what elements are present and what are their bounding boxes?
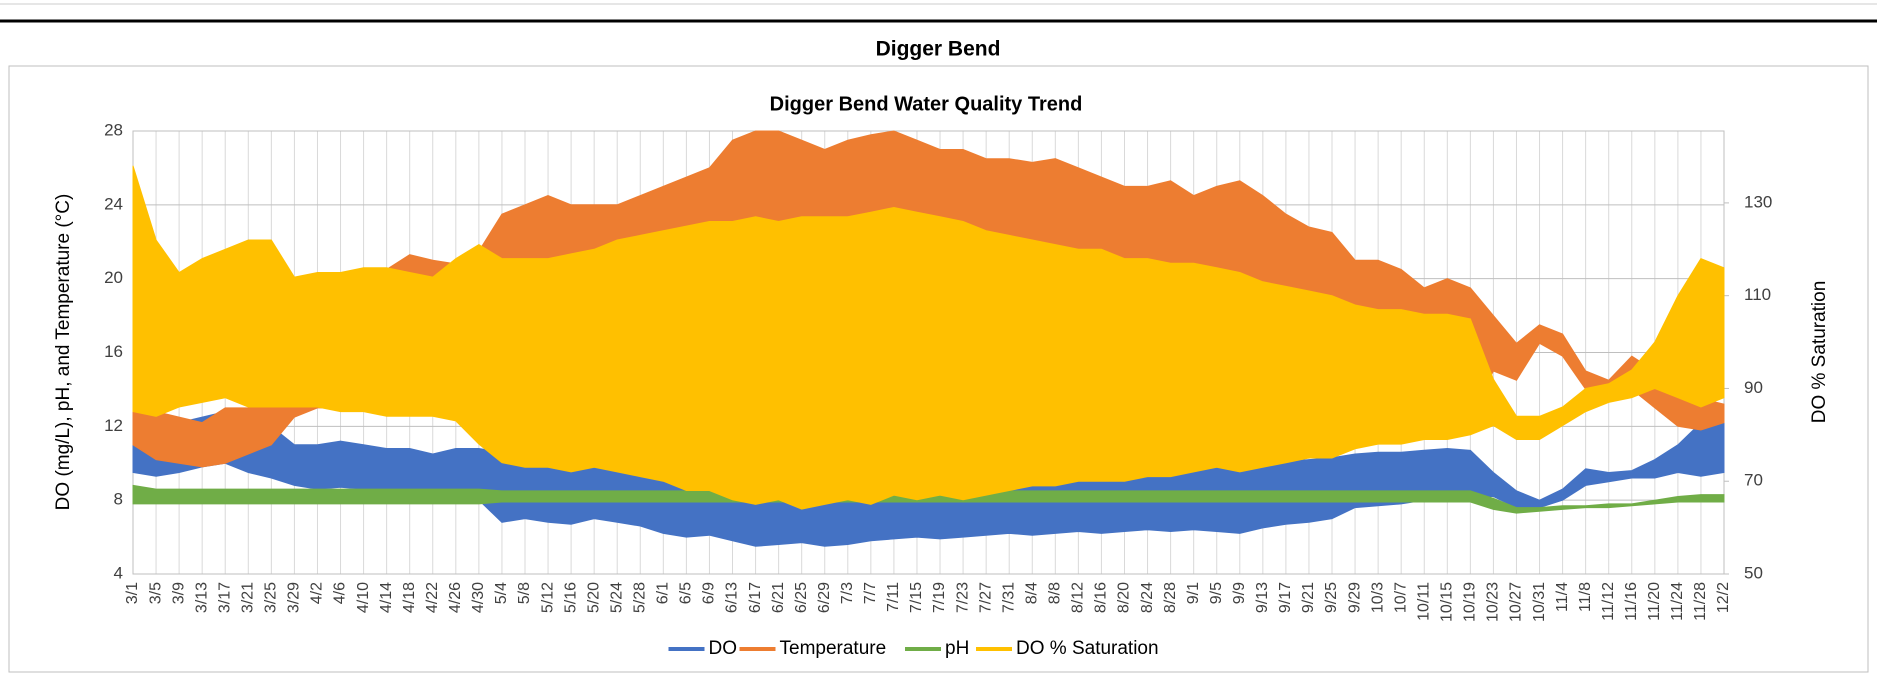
page-title: Digger Bend	[876, 38, 1001, 61]
x-tick-label: 3/13	[193, 582, 210, 613]
x-tick-label: 3/17	[216, 582, 233, 613]
y-axis-label: DO (mg/L), pH, and Temperature (°C)	[53, 194, 74, 511]
x-tick-label: 9/5	[1208, 582, 1225, 604]
x-tick-label: 4/6	[332, 582, 349, 604]
x-tick-label: 11/20	[1646, 582, 1663, 621]
x-tick-label: 4/18	[401, 582, 418, 613]
x-tick-label: 6/25	[793, 582, 810, 613]
x-tick-label: 6/21	[770, 582, 787, 613]
x-tick-label: 11/4	[1554, 582, 1571, 612]
y-tick-label: 28	[104, 120, 123, 139]
series-band	[132, 484, 1725, 514]
x-tick-label: 3/21	[240, 582, 257, 613]
y2-tick-label: 50	[1744, 563, 1763, 582]
x-tick-label: 10/23	[1485, 582, 1502, 622]
x-tick-label: 6/5	[678, 582, 695, 604]
legend-label: pH	[945, 638, 969, 659]
x-tick-label: 5/12	[539, 582, 556, 613]
x-tick-label: 10/11	[1415, 582, 1432, 621]
x-tick-label: 3/9	[170, 582, 187, 604]
x-tick-label: 8/8	[1047, 582, 1064, 604]
x-tick-label: 5/8	[516, 582, 533, 604]
x-tick-label: 5/20	[585, 582, 602, 613]
x-tick-label: 11/16	[1623, 582, 1640, 621]
x-tick-label: 6/1	[655, 582, 672, 604]
y-tick-label: 24	[104, 194, 123, 213]
x-tick-label: 9/13	[1254, 582, 1271, 613]
x-tick-label: 10/27	[1508, 582, 1525, 622]
x-tick-label: 7/3	[839, 582, 856, 604]
x-tick-label: 10/3	[1369, 582, 1386, 613]
y-tick-label: 4	[114, 563, 123, 582]
x-tick-label: 8/12	[1070, 582, 1087, 613]
x-tick-label: 5/24	[608, 582, 625, 613]
x-tick-label: 5/28	[631, 582, 648, 613]
x-tick-label: 11/24	[1669, 582, 1686, 621]
x-tick-label: 11/28	[1692, 582, 1709, 621]
x-tick-label: 7/15	[908, 582, 925, 613]
x-tick-label: 9/17	[1277, 582, 1294, 613]
y2-tick-label: 110	[1744, 285, 1771, 304]
x-tick-label: 12/2	[1715, 582, 1732, 613]
x-tick-label: 8/28	[1162, 582, 1179, 613]
x-tick-label: 8/20	[1116, 582, 1133, 613]
x-tick-label: 6/29	[816, 582, 833, 613]
x-tick-label: 4/30	[470, 582, 487, 613]
legend-label: DO	[709, 638, 738, 659]
x-tick-label: 5/16	[562, 582, 579, 613]
y2-tick-label: 90	[1744, 378, 1763, 397]
x-tick-label: 4/26	[447, 582, 464, 613]
y2-tick-label: 130	[1744, 192, 1772, 211]
x-tick-label: 6/13	[724, 582, 741, 613]
chart-title: Digger Bend Water Quality Trend	[770, 93, 1083, 115]
x-tick-label: 3/5	[147, 582, 164, 604]
x-tick-label: 9/25	[1323, 582, 1340, 613]
x-tick-label: 9/9	[1231, 582, 1248, 604]
chart-frame	[8, 65, 1869, 673]
x-tick-label: 8/16	[1093, 582, 1110, 613]
y-tick-label: 16	[104, 342, 123, 361]
y-tick-label: 12	[104, 416, 123, 435]
legend-label: DO % Saturation	[1016, 638, 1159, 659]
x-tick-label: 7/11	[885, 582, 902, 612]
y2-axis-label: DO % Saturation	[1809, 281, 1830, 424]
x-tick-label: 10/15	[1439, 582, 1456, 622]
x-tick-label: 7/23	[954, 582, 971, 613]
x-tick-label: 3/1	[124, 582, 141, 604]
x-tick-label: 6/17	[747, 582, 764, 613]
y-tick-label: 8	[114, 490, 123, 509]
x-tick-label: 7/31	[1000, 582, 1017, 613]
x-tick-label: 5/4	[493, 582, 510, 604]
x-tick-label: 10/7	[1392, 582, 1409, 613]
x-tick-label: 4/2	[309, 582, 326, 604]
x-tick-label: 7/7	[862, 582, 879, 604]
x-tick-label: 3/25	[263, 582, 280, 613]
x-tick-label: 4/14	[378, 582, 395, 613]
legend-label: Temperature	[780, 638, 887, 659]
x-tick-label: 4/10	[355, 582, 372, 613]
x-tick-label: 11/12	[1600, 582, 1617, 621]
x-tick-label: 10/31	[1531, 582, 1548, 622]
x-tick-label: 10/19	[1462, 582, 1479, 622]
x-tick-label: 8/24	[1139, 582, 1156, 613]
x-tick-label: 9/1	[1185, 582, 1202, 604]
x-tick-label: 9/21	[1300, 582, 1317, 613]
x-tick-label: 8/4	[1023, 582, 1040, 604]
x-tick-label: 7/19	[931, 582, 948, 613]
x-tick-label: 3/29	[286, 582, 303, 613]
series-band	[132, 165, 1725, 510]
x-tick-label: 11/8	[1577, 582, 1594, 612]
x-tick-label: 4/22	[424, 582, 441, 613]
x-tick-label: 9/29	[1346, 582, 1363, 613]
y2-tick-label: 70	[1744, 471, 1763, 490]
y-tick-label: 20	[104, 268, 123, 287]
x-tick-label: 6/9	[701, 582, 718, 604]
x-tick-label: 7/27	[977, 582, 994, 613]
